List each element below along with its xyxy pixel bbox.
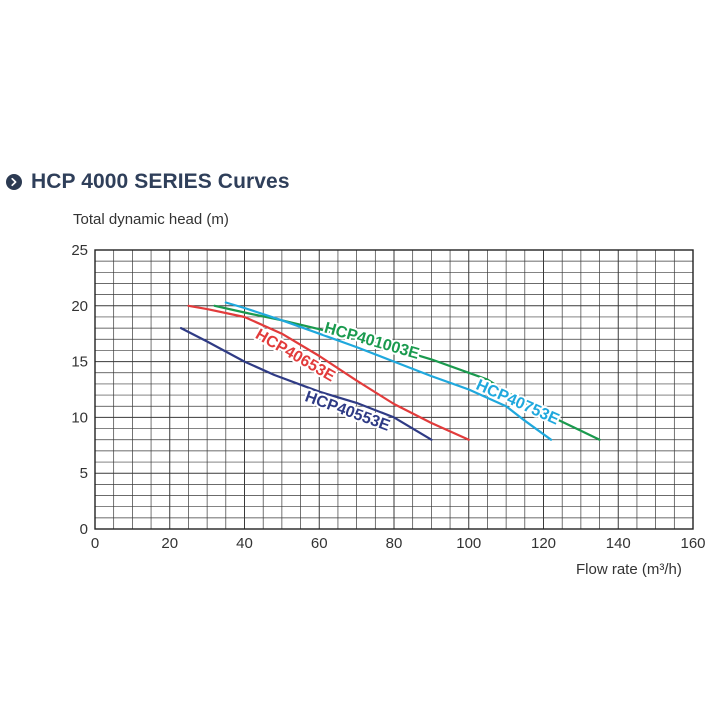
axes [94,249,694,530]
chevron-right-icon [6,174,22,190]
x-axis-label: Flow rate (m³/h) [576,561,682,578]
x-tick-label: 0 [91,535,99,552]
series-label-hcp401003e: HCP401003E [322,320,421,363]
plot-frame [94,249,694,530]
y-tick-label: 10 [71,409,88,426]
y-tick-label: 5 [80,465,88,482]
y-tick-label: 15 [71,354,88,371]
y-tick-label: 25 [71,242,88,259]
x-tick-label: 60 [311,535,328,552]
x-tick-label: 20 [161,535,178,552]
series-line-hcp40753e [224,301,553,441]
tick-labels: 0 20 40 60 80 100 120 140 160 0 5 10 15 20 25 [71,242,705,552]
x-tick-label: 140 [606,535,631,552]
y-axis-label: Total dynamic head (m) [73,211,229,228]
series-lines [179,301,601,441]
x-tick-label: 40 [236,535,253,552]
series-line-hcp40553e [179,327,433,441]
x-tick-label: 100 [456,535,481,552]
grid [94,249,694,530]
x-tick-label: 120 [531,535,556,552]
x-tick-label: 160 [680,535,705,552]
y-tick-label: 20 [71,298,88,315]
chart-title: HCP 4000 SERIES Curves [31,170,290,193]
x-tick-label: 80 [386,535,403,552]
series-line-hcp40653e [187,304,470,441]
y-tick-label: 0 [80,521,88,538]
series-label-hcp40753e: HCP40753E [473,377,561,429]
chart-header: HCP 4000 SERIES Curves [6,170,290,194]
